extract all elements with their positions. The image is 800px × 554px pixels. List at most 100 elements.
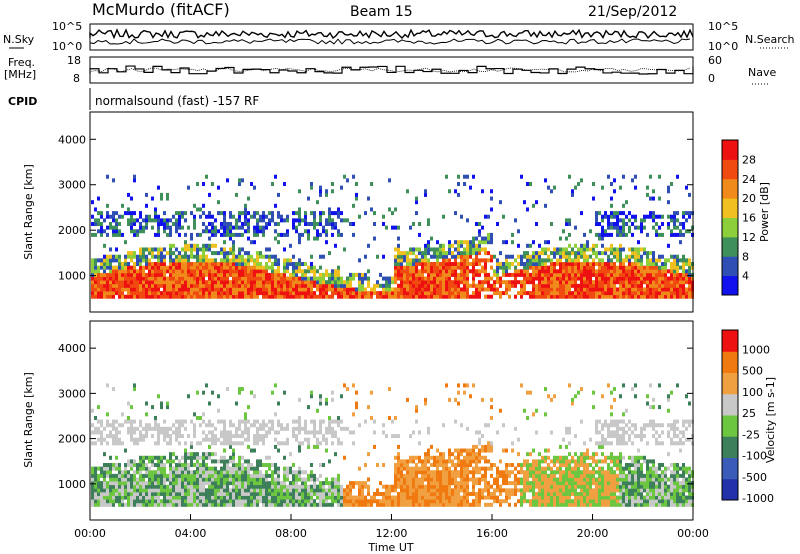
power-cell [229, 280, 232, 285]
power-cell [688, 291, 691, 296]
velocity-cell [124, 484, 127, 489]
velocity-cell [358, 488, 361, 493]
power-cell [97, 269, 100, 274]
velocity-cell [457, 470, 460, 475]
velocity-cell [478, 491, 481, 496]
velocity-cell [259, 473, 262, 478]
power-cell [139, 287, 142, 292]
power-cell [91, 214, 94, 219]
velocity-cell [184, 477, 187, 482]
power-cell [235, 272, 238, 277]
power-cell [241, 262, 244, 266]
power-cell [319, 283, 322, 288]
velocity-cell [232, 466, 235, 471]
power-cell [271, 291, 274, 296]
nave-line [89, 67, 691, 73]
velocity-cell [295, 488, 298, 493]
power-cell [475, 222, 478, 226]
power-cell [172, 272, 175, 277]
velocity-cell [130, 502, 133, 507]
power-cell [175, 258, 178, 263]
power-cell [469, 185, 472, 190]
power-cell [121, 283, 124, 288]
power-cell [622, 287, 625, 292]
velocity-cell [262, 426, 265, 431]
velocity-cell [349, 491, 352, 496]
velocity-cell [382, 499, 385, 504]
velocity-cell [283, 502, 286, 507]
power-cell [229, 251, 232, 256]
power-cell [217, 229, 220, 234]
power-cell [631, 251, 634, 256]
colorbar-tick-label: 28 [742, 153, 756, 166]
power-cell [502, 214, 505, 219]
power-cell [391, 211, 394, 216]
power-cell [100, 214, 103, 219]
power-cell [226, 262, 229, 266]
power-cell [610, 247, 613, 252]
velocity-cell [262, 481, 265, 486]
power-cell [580, 280, 583, 285]
power-cell [112, 269, 115, 274]
power-cell [97, 265, 100, 270]
power-cell [607, 265, 610, 270]
velocity-cell [118, 488, 121, 493]
power-cell [391, 291, 394, 296]
power-cell [214, 229, 217, 234]
velocity-cell [100, 499, 103, 504]
velocity-cell [214, 491, 217, 496]
velocity-cell [463, 383, 466, 388]
power-cell [247, 251, 250, 256]
velocity-cell [136, 495, 139, 500]
power-cell [655, 265, 658, 270]
power-cell [157, 214, 160, 219]
velocity-cell [172, 484, 175, 489]
velocity-cell [484, 481, 487, 486]
power-cell [676, 211, 679, 216]
power-cell [241, 222, 244, 226]
velocity-cell [406, 481, 409, 486]
power-cell [415, 276, 418, 281]
power-cell [646, 269, 649, 274]
velocity-cell [250, 477, 253, 482]
velocity-cell [181, 502, 184, 507]
power-cell [601, 251, 604, 256]
power-cell [310, 182, 313, 186]
power-cell [229, 272, 232, 277]
power-cell [619, 247, 622, 252]
velocity-cell [208, 452, 211, 457]
power-cell [97, 222, 100, 226]
velocity-cell [394, 415, 397, 420]
power-cell [478, 240, 481, 245]
power-cell [187, 280, 190, 285]
power-cell [109, 272, 112, 277]
power-cell [619, 229, 622, 234]
power-cell [616, 258, 619, 263]
velocity-cell [235, 426, 238, 431]
power-cell [214, 265, 217, 270]
power-cell [178, 232, 181, 237]
velocity-cell [466, 495, 469, 500]
power-cell [310, 262, 313, 266]
power-cell [211, 258, 214, 263]
noise-search-line [89, 38, 691, 45]
power-cell [109, 294, 112, 299]
power-cell [232, 265, 235, 270]
power-cell [406, 287, 409, 292]
velocity-cell [226, 430, 229, 435]
velocity-cell [415, 419, 418, 424]
power-cell [589, 272, 592, 277]
power-cell [472, 240, 475, 245]
velocity-cell [262, 495, 265, 500]
velocity-cell [169, 426, 172, 431]
power-cell [409, 247, 412, 252]
velocity-cell [325, 481, 328, 486]
power-cell [214, 262, 217, 266]
velocity-cell [229, 434, 232, 439]
power-cell [523, 283, 526, 288]
velocity-cell [115, 477, 118, 482]
power-cell [328, 222, 331, 226]
power-cell [685, 272, 688, 277]
power-cell [121, 203, 124, 208]
power-cell [247, 254, 250, 259]
